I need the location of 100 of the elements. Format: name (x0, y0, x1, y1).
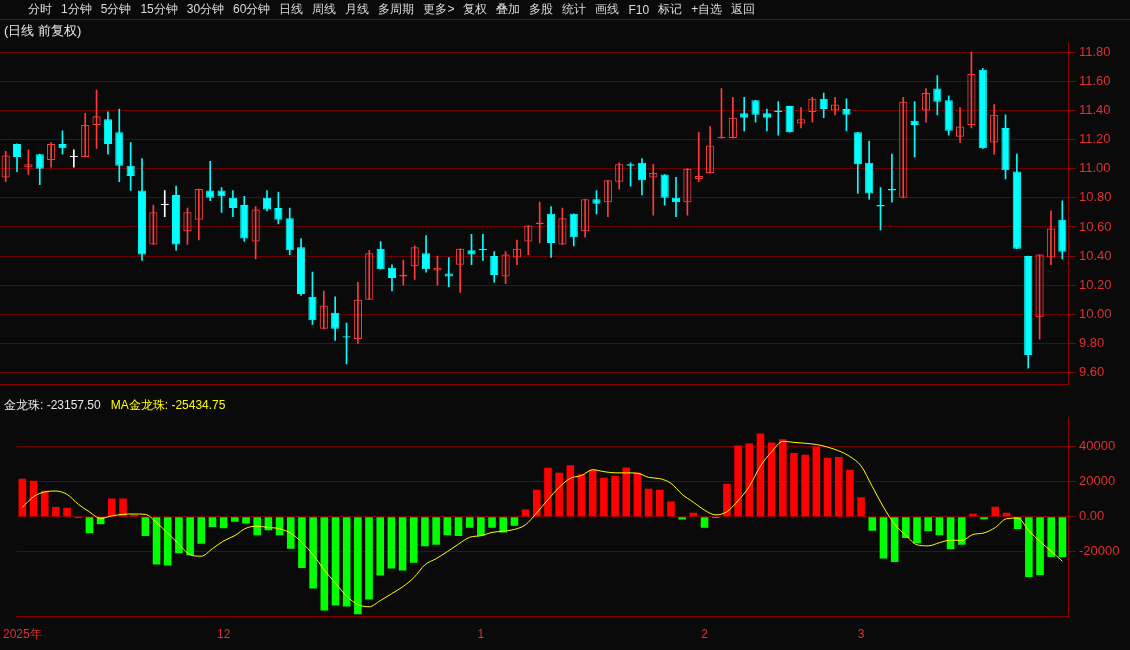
y-tick-label: -20000 (1079, 543, 1120, 559)
bar (421, 517, 429, 547)
y-tick-label: 11.40 (1079, 102, 1111, 118)
bar (902, 517, 910, 538)
y-tick-label: 10.80 (1079, 189, 1112, 205)
y-tick-label: 40000 (1079, 438, 1116, 454)
y-tick-label: 0.00 (1079, 508, 1105, 524)
y-tick-label: 10.60 (1079, 218, 1112, 234)
bar (622, 467, 631, 517)
bar (1025, 517, 1033, 578)
x-tick-label: 2 (701, 627, 709, 642)
bar (600, 477, 608, 517)
bar (253, 517, 261, 536)
bar (924, 517, 933, 532)
bar (85, 517, 94, 534)
candlestick (762, 108, 772, 132)
bar (286, 517, 295, 549)
bar (298, 517, 306, 568)
text: 月线 (345, 1, 370, 18)
text: 15分钟 (140, 1, 178, 18)
text: +自选 (691, 1, 723, 18)
bar (611, 475, 619, 517)
bar (309, 517, 317, 589)
bar (532, 489, 541, 517)
bar (443, 517, 452, 536)
text: 标记 (658, 1, 683, 18)
text: F10 (628, 2, 650, 17)
x-tick-label: 12 (216, 627, 231, 642)
bar (365, 517, 373, 600)
bar (1036, 517, 1044, 575)
bar (197, 517, 206, 544)
bar (231, 517, 239, 522)
text: 周线 (312, 1, 337, 18)
x-tick-label: 3 (857, 627, 865, 642)
bar (667, 501, 675, 517)
bar (723, 483, 731, 517)
y-tick-label: 10.20 (1079, 276, 1112, 292)
bar (846, 469, 854, 517)
line-series (21, 440, 1063, 608)
y-tick-label: 9.60 (1079, 364, 1105, 380)
bar (186, 517, 194, 556)
bar (342, 517, 351, 607)
y-tick-label: 10.00 (1079, 305, 1112, 321)
text: 复权 (463, 1, 488, 18)
bar (957, 517, 966, 545)
bar (219, 517, 228, 529)
text: 分时 (28, 1, 52, 18)
y-tick-label: 11.00 (1079, 160, 1111, 176)
bar (242, 517, 250, 524)
bar (119, 498, 127, 517)
chart-title: (日线 前复权) (4, 22, 82, 40)
bar (779, 439, 787, 517)
bar (879, 517, 888, 559)
text: 1分钟 (61, 1, 92, 18)
bar (163, 517, 172, 566)
bar (544, 467, 552, 517)
y-tick-label: 9.80 (1079, 335, 1105, 351)
text: 金龙珠: -23157.50 (4, 397, 101, 414)
candlestick (740, 97, 749, 132)
text: 统计 (562, 1, 587, 18)
bar (63, 507, 71, 517)
text: 60分钟 (233, 1, 271, 18)
bar (488, 517, 496, 528)
bar (208, 517, 217, 527)
bar (812, 446, 821, 517)
bar (857, 497, 865, 517)
bar (700, 517, 709, 528)
text: MA金龙珠: -25434.75 (110, 397, 226, 414)
bar (510, 517, 519, 526)
bar (801, 454, 809, 517)
x-tick-label: 1 (477, 627, 485, 642)
text: 返回 (731, 1, 756, 18)
bar (432, 517, 440, 545)
y-tick-label: 11.20 (1079, 131, 1111, 147)
bar (734, 445, 742, 517)
bar (376, 517, 385, 576)
bar (588, 469, 597, 517)
y-tick-label: 11.60 (1079, 72, 1111, 88)
bar (409, 517, 418, 563)
bar (465, 517, 474, 528)
bar (454, 517, 463, 537)
bar (52, 507, 60, 517)
bar (477, 517, 485, 536)
bar (152, 517, 161, 565)
text: 叠加 (496, 1, 521, 18)
y-tick-label: 11.80 (1079, 43, 1111, 59)
text: 多周期 (378, 1, 415, 18)
candlestick (206, 161, 215, 202)
text: 日线 (279, 1, 304, 18)
bar (387, 517, 396, 569)
bar (108, 498, 116, 517)
bar (913, 517, 921, 544)
bar (745, 443, 754, 517)
bar (331, 517, 340, 606)
text: 画线 (595, 1, 620, 18)
bar (354, 517, 362, 615)
bar (834, 457, 843, 517)
bar (398, 517, 407, 571)
bar (521, 509, 530, 517)
bar (141, 517, 150, 537)
